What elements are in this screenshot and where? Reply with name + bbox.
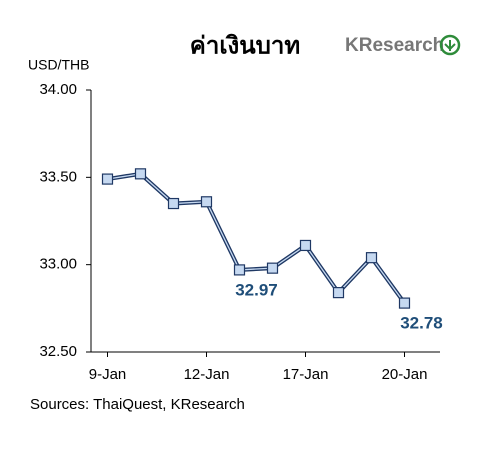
x-tick-label: 9-Jan xyxy=(89,366,127,383)
y-tick-label: 33.50 xyxy=(39,168,77,185)
marker xyxy=(332,287,345,299)
brand-logo: KResearch xyxy=(345,35,444,56)
series-line-inner xyxy=(107,173,406,304)
logo-icon xyxy=(439,34,461,56)
marker xyxy=(134,168,147,180)
logo-leaf xyxy=(444,40,456,51)
marker xyxy=(398,297,411,309)
value-label: 32.78 xyxy=(400,314,443,333)
x-tick-label: 17-Jan xyxy=(283,366,329,383)
x-tick-label: 20-Jan xyxy=(382,366,428,383)
marker xyxy=(101,173,114,185)
marker xyxy=(266,262,279,274)
marker xyxy=(233,264,246,276)
chart-title: ค่าเงินบาท xyxy=(190,32,300,59)
marker xyxy=(299,239,312,252)
x-tick-label: 12-Jan xyxy=(184,366,230,383)
source-note: Sources: ThaiQuest, KResearch xyxy=(30,396,245,413)
y-tick-label: 34.00 xyxy=(39,81,77,98)
y-tick-label: 33.00 xyxy=(39,256,77,273)
y-tick-label: 32.50 xyxy=(39,343,77,360)
value-label: 32.97 xyxy=(235,280,278,299)
marker xyxy=(200,196,213,208)
marker xyxy=(365,252,378,264)
y-axis-label: USD/THB xyxy=(28,57,89,73)
marker xyxy=(167,197,180,210)
